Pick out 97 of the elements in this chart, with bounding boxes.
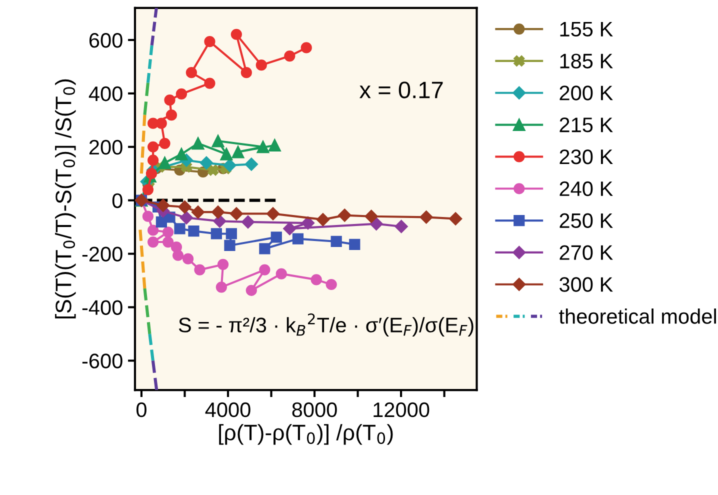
x-tick-label: 12000 [374,402,430,418]
point [204,78,216,89]
point [276,268,287,280]
point [188,226,200,237]
point [200,156,214,170]
point [212,134,224,148]
point [162,236,174,248]
point [158,156,171,170]
legend-label: 155 K [560,22,613,37]
point [217,258,229,270]
point [246,284,257,296]
point [162,226,174,238]
x-tick-label: 4000 [205,402,250,418]
legend-label: 230 K [560,149,613,164]
legend-label: 240 K [560,181,613,196]
y-tick-label: 200 [89,140,122,155]
point [316,212,330,226]
point [186,67,197,78]
point [216,282,227,293]
y-tick-label: -200 [82,246,122,262]
point [172,250,184,261]
point [338,208,352,222]
point [146,168,158,180]
point [159,138,170,149]
y-tick-label: -400 [82,300,122,315]
point [310,274,322,286]
point [208,164,219,176]
point [256,140,270,154]
point [156,198,170,212]
point [300,42,312,54]
point [210,228,222,240]
point [142,210,154,222]
y-tick-label: 0 [112,193,122,208]
point [176,88,188,100]
point [211,205,225,219]
point [194,264,206,276]
point [213,214,226,228]
point [178,200,192,214]
y-tick-label: 600 [89,32,122,48]
point [420,210,433,224]
point [148,141,159,152]
y-tick-label: 400 [88,86,122,102]
point [224,240,236,252]
annotation: S = - π²/3 · k$_{B}$$^{2}$T/e · σ′(E$_{F}$)/σ(E$_{F}$) [178,313,474,337]
point [191,205,205,219]
point [166,110,178,121]
x-tick-label: 8000 [292,402,337,418]
point [232,146,244,158]
point [223,158,236,172]
legend-label: 300 K [560,277,613,292]
x-axis-title: [ρ(T)-ρ(T$_{0}$)] /ρ(T$_{0}$) [219,424,393,445]
point [394,220,408,234]
point [266,207,280,220]
point [182,253,194,264]
point [448,212,462,226]
point [240,67,252,78]
point [349,238,360,250]
legend-label: 185 K [560,54,613,68]
point [148,224,159,236]
point [226,228,237,240]
point [270,232,282,243]
point [204,36,216,48]
point [164,94,176,106]
point [283,222,296,236]
point [148,236,159,248]
point [241,215,255,229]
point [284,50,296,62]
point [268,139,281,152]
point [370,217,383,230]
point [180,211,194,224]
point [220,148,233,160]
point [256,60,267,71]
point [142,184,154,196]
point [259,264,270,276]
point [244,158,258,171]
point [259,243,270,254]
point [364,210,378,223]
point [148,154,159,166]
point [230,28,242,40]
legend-label: theoretical model [559,308,716,324]
y-axis-title: [S(T)(T$_{0}$/T)-S(T$_{0}$)] /S(T$_{0}$) [55,79,76,318]
point [292,233,304,244]
point [301,216,315,230]
point [230,207,243,220]
point [326,278,337,290]
annotation: x = 0.17 [359,82,443,98]
legend-label: 215 K [560,118,613,132]
y-tick-label: -600 [82,354,122,368]
point [148,118,159,129]
point [174,223,186,234]
point [192,137,204,150]
legend-label: 200 K [560,86,613,100]
point [330,236,342,248]
legend-label: 270 K [560,245,613,260]
point [175,148,188,160]
legend-label: 250 K [560,213,613,228]
x-tick-label: 0 [136,402,146,418]
